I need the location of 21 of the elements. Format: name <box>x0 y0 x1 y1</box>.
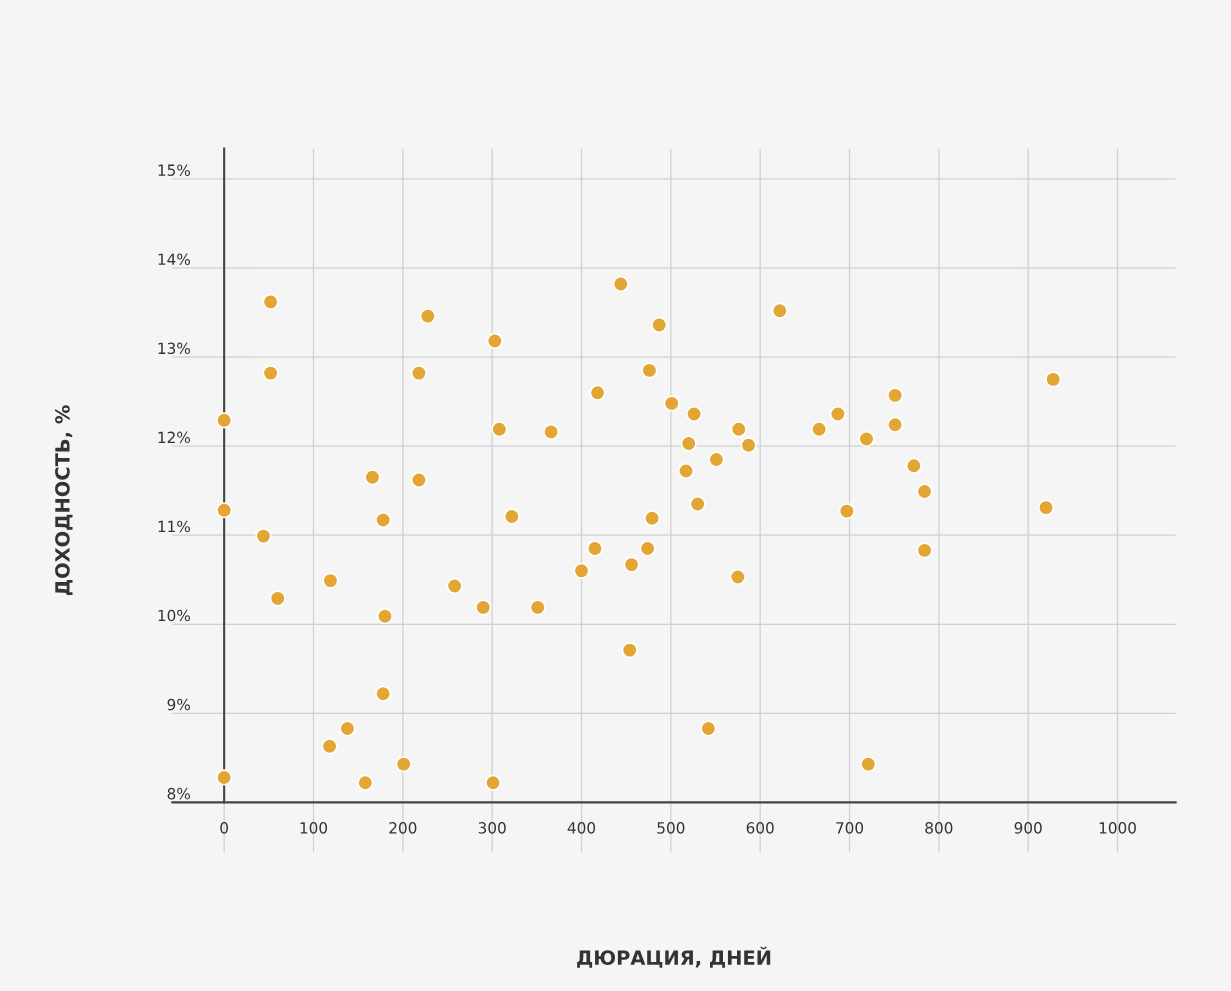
y-axis-title: ДОХОДНОСТЬ, % <box>55 405 73 596</box>
x-tick-label: 1000 <box>1099 822 1136 834</box>
y-tick-label: 11% <box>158 520 190 533</box>
y-tick-label: 14% <box>158 253 190 266</box>
x-tick-label: 300 <box>478 822 506 834</box>
x-tick-label: 800 <box>925 822 953 834</box>
x-tick-label: 700 <box>836 822 864 834</box>
x-axis-title: ДЮРАЦИЯ, ДНЕЙ <box>577 946 771 968</box>
y-tick-label: 15% <box>158 164 190 176</box>
y-tick-label: 13% <box>158 342 190 355</box>
x-tick-label: 500 <box>657 822 685 834</box>
x-tick-label: 900 <box>1014 822 1042 834</box>
x-tick-label: 600 <box>746 822 774 834</box>
y-tick-label: 12% <box>158 431 190 444</box>
y-tick-label: 10% <box>158 609 190 622</box>
y-tick-label: 8% <box>167 787 190 800</box>
x-tick-label: 0 <box>220 822 228 834</box>
x-tick-label: 100 <box>300 822 328 834</box>
x-tick-label: 400 <box>567 822 596 834</box>
y-tick-label: 9% <box>167 698 190 711</box>
x-tick-label: 200 <box>389 822 417 834</box>
